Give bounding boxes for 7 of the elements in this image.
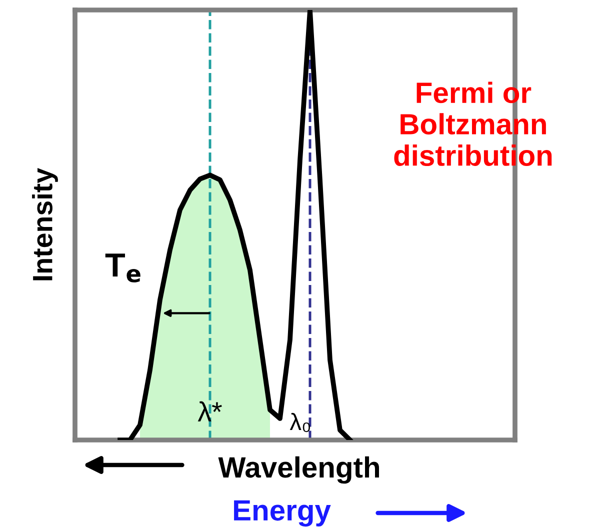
text: Fermi or Boltzmann distribution	[394, 82, 552, 166]
y-axis-title: Intensity	[32, 168, 58, 280]
annotation: T$_{e}$	[105, 254, 140, 282]
annotation: λ₀	[290, 412, 310, 432]
text: Energy	[234, 500, 331, 527]
x-axis-title: Wavelength	[218, 456, 379, 484]
annotation: λ*	[198, 401, 222, 422]
